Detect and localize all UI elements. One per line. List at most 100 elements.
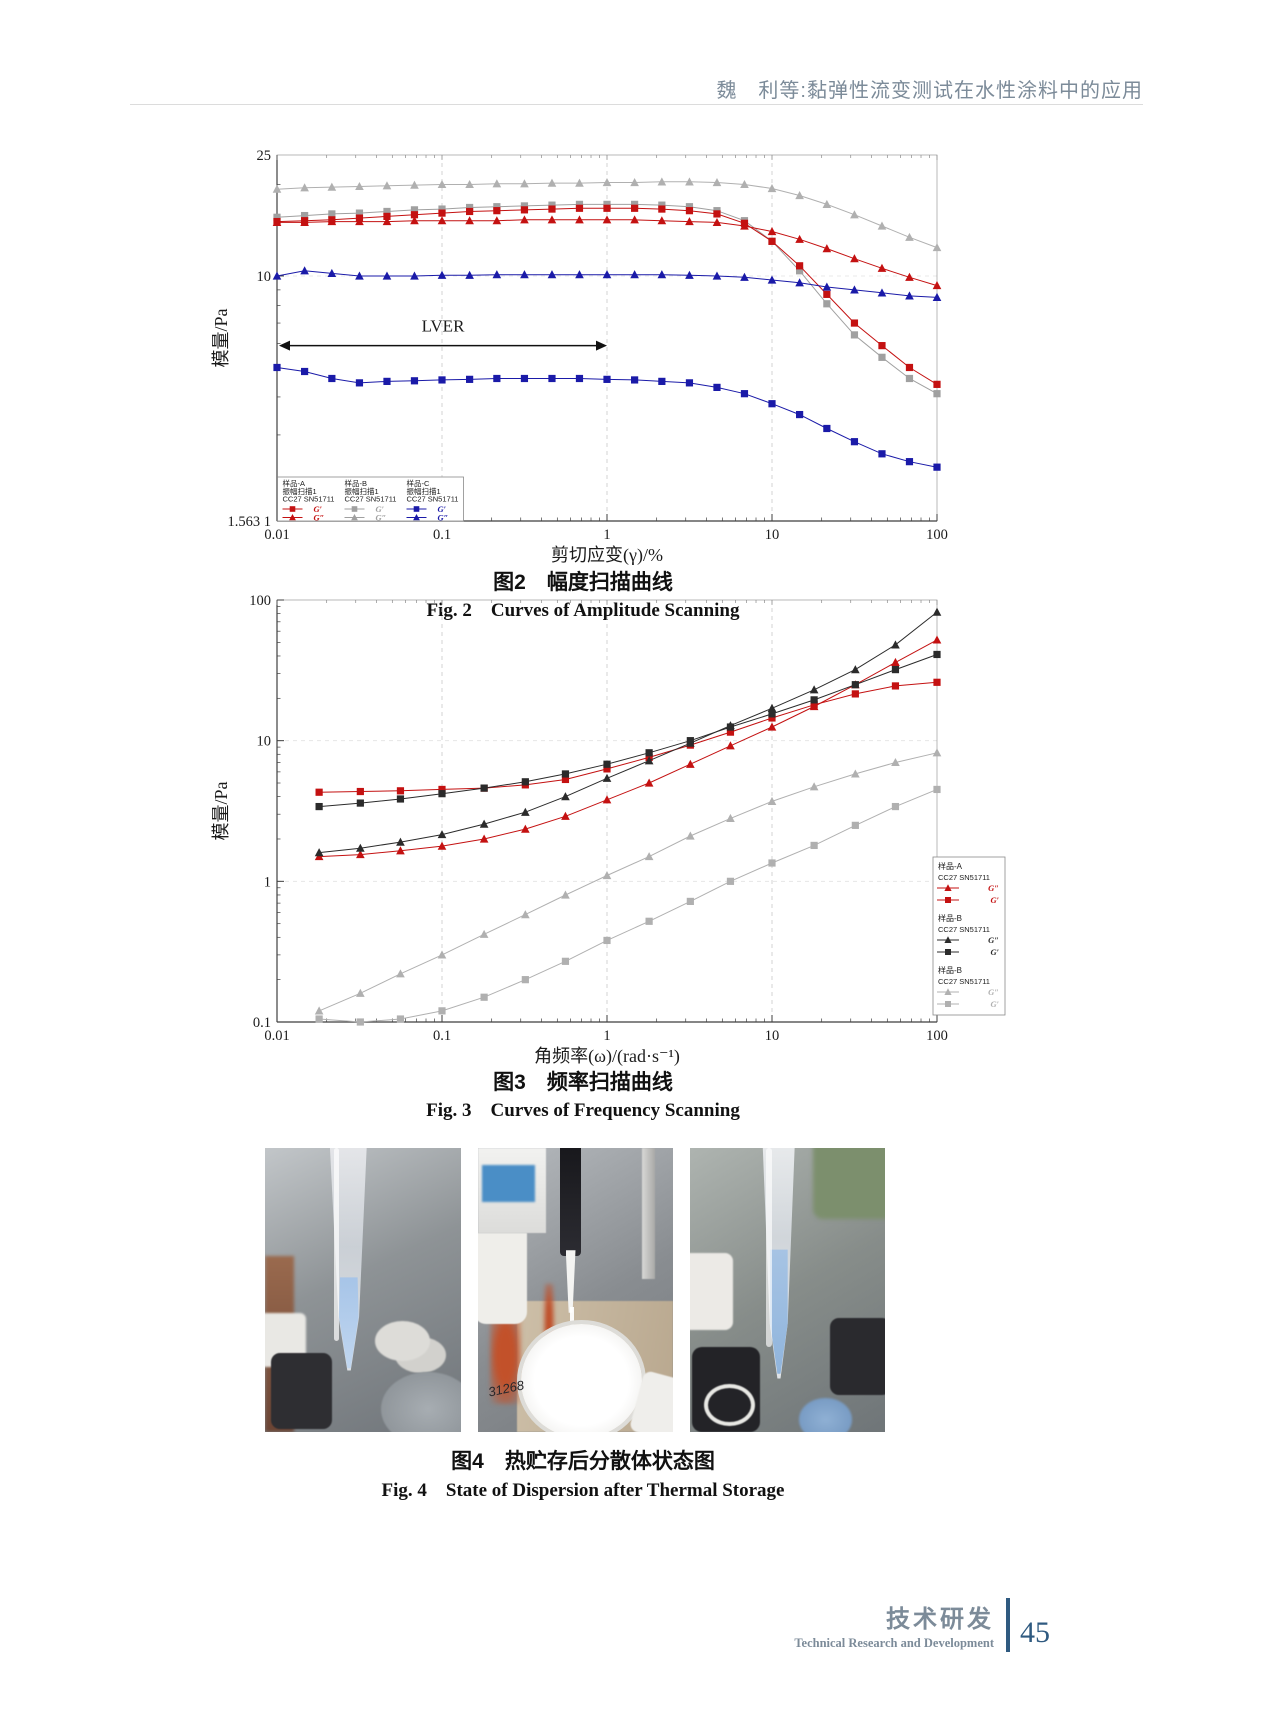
photo2-pipette-tip — [565, 1250, 576, 1313]
svg-text:CC27 SN51711: CC27 SN51711 — [938, 977, 990, 986]
photo1-tube-highlight — [333, 1148, 340, 1342]
photo-sample-b: 31268 — [478, 1148, 673, 1432]
frequency-sweep-chart: 0.01 0.1 1 10 1001001010.1角频率(ω)/(rad·s⁻¹)模量… — [211, 593, 1006, 1067]
photo2-white-jar — [478, 1233, 527, 1325]
svg-text:G′: G′ — [990, 947, 999, 957]
svg-text:G′: G′ — [314, 504, 323, 514]
svg-text:样品-B: 样品-B — [345, 478, 368, 488]
photo3-tube-highlight — [766, 1148, 772, 1347]
svg-text:模量/Pa: 模量/Pa — [211, 781, 231, 840]
fig4-caption-cn: 图4 热贮存后分散体状态图 — [451, 1450, 715, 1473]
photo2-steel-pole — [641, 1148, 656, 1279]
gridlines — [277, 600, 937, 1022]
series — [315, 678, 941, 796]
data-series — [314, 607, 942, 1026]
svg-text:振幅扫描1: 振幅扫描1 — [407, 486, 441, 496]
photo2-blue-label — [481, 1165, 535, 1202]
photo2-pipette-dark — [559, 1148, 582, 1256]
photo1-lids — [374, 1321, 430, 1361]
svg-text:CC27 SN51711: CC27 SN51711 — [407, 495, 459, 504]
svg-text:样品-A: 样品-A — [938, 861, 963, 871]
svg-text:CC27 SN51711: CC27 SN51711 — [938, 873, 990, 882]
svg-text:样品-B: 样品-B — [938, 913, 962, 923]
svg-text:G″: G″ — [376, 513, 387, 523]
footer-section-en: Technical Research and Development — [794, 1635, 994, 1650]
fig2-caption-en: Fig. 2 Curves of Amplitude Scanning — [426, 600, 740, 621]
axes — [276, 599, 938, 1023]
svg-text:0.01: 0.01 — [264, 527, 289, 543]
photo3-green-machine — [812, 1148, 885, 1219]
svg-text:100: 100 — [249, 593, 271, 609]
series — [315, 650, 941, 811]
header-rule — [130, 104, 1143, 105]
series — [272, 266, 942, 302]
svg-text:角频率(ω)/(rad·s⁻¹): 角频率(ω)/(rad·s⁻¹) — [534, 1046, 680, 1067]
svg-text:10: 10 — [765, 1028, 780, 1044]
svg-text:LVER: LVER — [422, 317, 465, 336]
photo1-bowl — [380, 1372, 461, 1432]
series — [314, 607, 942, 857]
data-series — [272, 177, 942, 471]
photo3-white-cup — [690, 1253, 733, 1330]
series — [314, 635, 942, 861]
svg-text:G″: G″ — [988, 987, 999, 997]
svg-text:G′: G′ — [376, 504, 385, 514]
legend — [277, 476, 464, 522]
photo3-dark-jar-right — [830, 1318, 885, 1396]
svg-text:25: 25 — [257, 148, 272, 164]
svg-text:G″: G″ — [988, 883, 999, 893]
svg-text:1: 1 — [603, 527, 610, 543]
svg-text:1: 1 — [603, 1028, 610, 1044]
svg-text:振幅扫描1: 振幅扫描1 — [345, 486, 379, 496]
svg-text:0.01: 0.01 — [264, 1028, 289, 1044]
svg-text:CC27 SN51711: CC27 SN51711 — [283, 495, 335, 504]
svg-text:样品-B: 样品-B — [938, 965, 962, 975]
footer-divider-bar — [1006, 1598, 1010, 1652]
lver-annotation — [279, 340, 607, 351]
svg-text:CC27 SN51711: CC27 SN51711 — [345, 495, 397, 504]
svg-text:100: 100 — [926, 527, 948, 543]
photo2-bucket — [520, 1324, 642, 1432]
svg-text:G″: G″ — [314, 513, 325, 523]
amplitude-sweep-chart: 0.01 0.1 1 10 100 25 10 1.563 1 剪切应变(γ)/% 模量/Pa LV… — [211, 148, 948, 566]
series — [272, 177, 942, 252]
fig3-caption-cn: 图3 频率扫描曲线 — [493, 1071, 673, 1094]
svg-text:G′: G′ — [990, 895, 999, 905]
series — [272, 215, 942, 290]
svg-text:振幅扫描1: 振幅扫描1 — [283, 486, 317, 496]
photo-sample-a — [265, 1148, 461, 1432]
svg-text:10: 10 — [765, 527, 780, 543]
series — [315, 785, 941, 1026]
footer-section: 技术研发 Technical Research and Development — [794, 1606, 994, 1652]
svg-text:1: 1 — [264, 874, 271, 890]
photo2-orange-drip — [544, 1284, 555, 1370]
photo3-white-ring — [703, 1384, 755, 1427]
fig2-caption-cn: 图2 幅度扫描曲线 — [493, 571, 673, 594]
svg-text:0.1: 0.1 — [253, 1015, 271, 1031]
svg-text:1.563 1: 1.563 1 — [228, 514, 272, 530]
svg-text:模量/Pa: 模量/Pa — [211, 308, 231, 367]
photo1-dark-jar — [270, 1352, 332, 1430]
svg-text:G″: G″ — [438, 513, 449, 523]
svg-text:0.1: 0.1 — [433, 1028, 451, 1044]
fig3-caption-en: Fig. 3 Curves of Frequency Scanning — [426, 1100, 740, 1121]
photo3-blue-lid — [799, 1397, 852, 1432]
photo1-tube-liquid — [338, 1277, 359, 1369]
svg-text:样品-C: 样品-C — [407, 478, 430, 488]
series — [273, 204, 941, 388]
svg-text:剪切应变(γ)/%: 剪切应变(γ)/% — [551, 545, 663, 566]
svg-text:10: 10 — [257, 269, 272, 285]
svg-text:CC27 SN51711: CC27 SN51711 — [938, 925, 990, 934]
running-header: 魏 利等:黏弹性流变测试在水性涂料中的应用 — [716, 80, 1143, 102]
photo3-tube-liquid — [770, 1249, 788, 1374]
svg-text:100: 100 — [926, 1028, 948, 1044]
photo-sample-c — [690, 1148, 885, 1432]
page-footer: 技术研发 Technical Research and Development … — [560, 1598, 1050, 1652]
svg-text:样品-A: 样品-A — [283, 478, 306, 488]
svg-text:0.1: 0.1 — [433, 527, 451, 543]
legend — [932, 856, 1006, 1016]
svg-text:G′: G′ — [990, 999, 999, 1009]
svg-text:G′: G′ — [438, 504, 447, 514]
series — [273, 363, 941, 471]
